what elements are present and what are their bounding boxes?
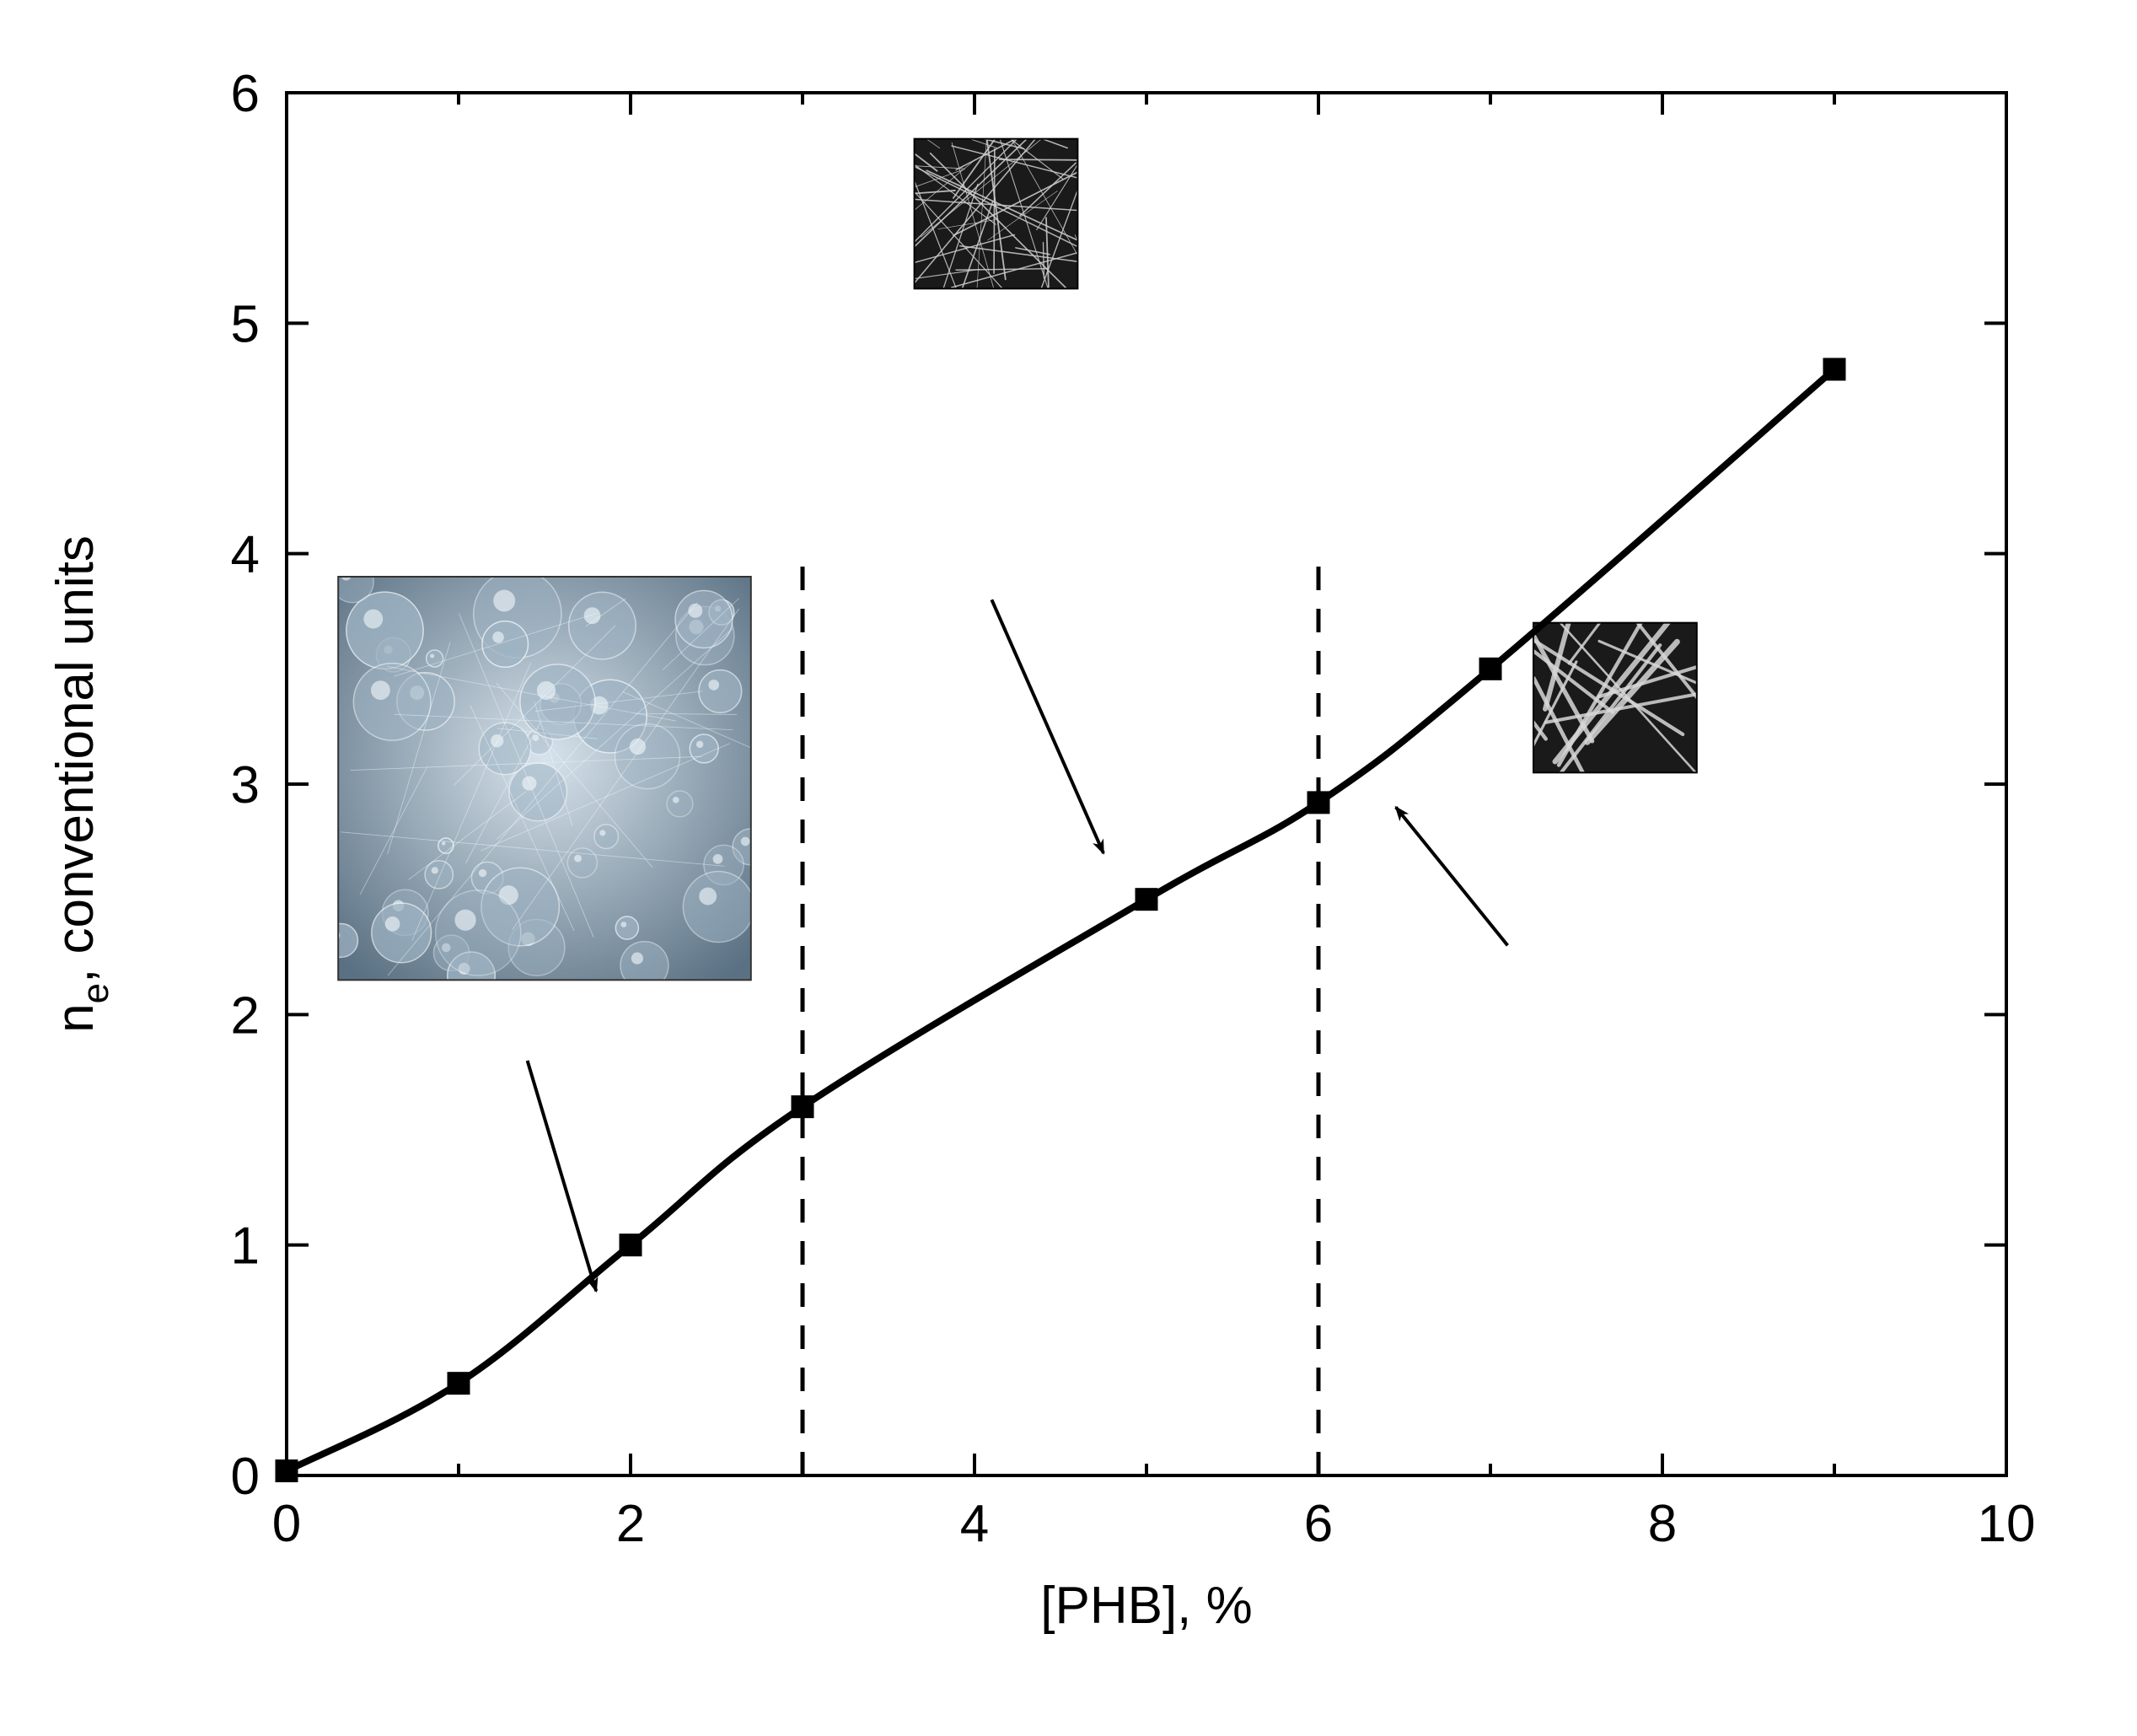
- y-tick-label: 3: [231, 756, 260, 814]
- y-tick-label: 4: [231, 526, 260, 584]
- data-point: [792, 1096, 813, 1118]
- chart-container: 0 2 4 6 8 10 0 1 2 3 4 5 6 [PHB], % ne, conventional u…: [0, 0, 2137, 1736]
- callout-arrow: [528, 1061, 597, 1291]
- data-point: [620, 1234, 642, 1256]
- callout-arrow: [1396, 807, 1508, 945]
- x-tick-label: 0: [272, 1495, 301, 1553]
- callout-arrow: [991, 599, 1103, 853]
- x-tick-label: 6: [1304, 1495, 1333, 1553]
- data-point: [1823, 358, 1845, 380]
- y-tick-label: 1: [231, 1217, 260, 1276]
- droplets-inset: [325, 561, 769, 1000]
- chart-svg: 0 2 4 6 8 10 0 1 2 3 4 5 6 [PHB], % ne, conventional u…: [0, 0, 2137, 1736]
- y-axis-label: ne, conventional units: [46, 535, 116, 1033]
- data-point: [1479, 658, 1501, 680]
- y-tick-label: 6: [231, 65, 260, 123]
- x-tick-label: 10: [1978, 1495, 2036, 1553]
- thick-fibers-inset: [1506, 583, 1738, 814]
- thin-fibers-inset: [866, 97, 1120, 334]
- x-tick-label: 8: [1648, 1495, 1677, 1553]
- data-point: [448, 1373, 470, 1395]
- y-tick-label: 2: [231, 986, 260, 1045]
- data-point: [1136, 889, 1157, 911]
- y-tick-label: 5: [231, 295, 260, 353]
- data-point: [1307, 792, 1329, 814]
- x-axis-label: [PHB], %: [1040, 1577, 1253, 1635]
- y-tick-label: 0: [231, 1448, 260, 1506]
- x-tick-label: 2: [616, 1495, 645, 1553]
- data-point: [276, 1460, 298, 1482]
- x-tick-label: 4: [960, 1495, 989, 1553]
